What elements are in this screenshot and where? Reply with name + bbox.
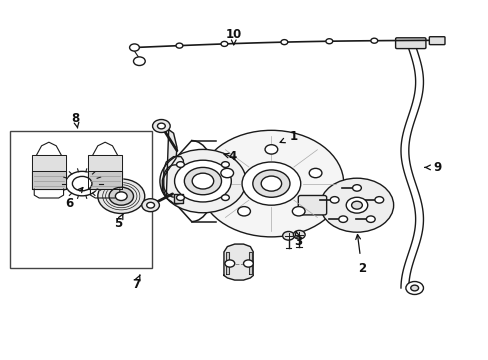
Circle shape [142, 199, 159, 212]
Circle shape [192, 173, 213, 189]
Circle shape [98, 179, 144, 213]
Circle shape [242, 162, 300, 205]
Circle shape [410, 285, 418, 291]
Circle shape [338, 216, 347, 222]
FancyBboxPatch shape [428, 37, 444, 45]
Circle shape [176, 162, 184, 167]
Circle shape [221, 168, 233, 178]
Polygon shape [173, 194, 183, 203]
Circle shape [133, 57, 145, 66]
Circle shape [370, 38, 377, 43]
Circle shape [129, 44, 139, 51]
Circle shape [109, 187, 133, 205]
Circle shape [243, 260, 253, 267]
Polygon shape [224, 244, 253, 280]
Polygon shape [225, 252, 228, 274]
Text: 2: 2 [355, 235, 365, 275]
Text: 9: 9 [424, 161, 441, 174]
Circle shape [65, 171, 99, 196]
Circle shape [176, 43, 183, 48]
Text: 3: 3 [294, 231, 302, 248]
Circle shape [176, 195, 184, 201]
Circle shape [282, 231, 294, 240]
Circle shape [72, 176, 92, 191]
Circle shape [199, 130, 343, 237]
Circle shape [293, 230, 305, 239]
Circle shape [280, 40, 287, 45]
Text: 5: 5 [114, 214, 123, 230]
Polygon shape [162, 130, 177, 198]
Circle shape [329, 197, 338, 203]
Circle shape [221, 195, 229, 201]
Circle shape [346, 197, 367, 213]
Circle shape [261, 176, 281, 191]
Polygon shape [163, 157, 183, 204]
Circle shape [160, 149, 245, 213]
Circle shape [221, 41, 227, 46]
Circle shape [308, 168, 321, 178]
Circle shape [146, 202, 154, 208]
Text: 10: 10 [225, 28, 242, 45]
Circle shape [264, 145, 277, 154]
Polygon shape [88, 155, 122, 189]
Circle shape [115, 192, 127, 201]
Circle shape [184, 167, 221, 195]
Circle shape [320, 178, 393, 232]
FancyBboxPatch shape [298, 195, 326, 215]
Text: 6: 6 [65, 188, 82, 210]
Circle shape [152, 120, 170, 132]
Circle shape [224, 260, 234, 267]
Polygon shape [88, 171, 122, 189]
Text: 1: 1 [280, 130, 297, 143]
Circle shape [221, 162, 229, 167]
Circle shape [366, 216, 374, 222]
Polygon shape [249, 252, 252, 274]
Polygon shape [32, 155, 66, 189]
Circle shape [352, 185, 361, 191]
Text: 4: 4 [224, 150, 236, 163]
Circle shape [237, 207, 250, 216]
FancyBboxPatch shape [395, 38, 425, 49]
Polygon shape [32, 171, 66, 189]
Text: 8: 8 [72, 112, 80, 128]
Circle shape [325, 39, 332, 44]
Circle shape [405, 282, 423, 294]
Circle shape [292, 207, 305, 216]
Circle shape [374, 197, 383, 203]
Circle shape [157, 123, 165, 129]
Circle shape [174, 160, 231, 202]
Text: 7: 7 [132, 275, 140, 291]
Bar [10, 131, 151, 268]
Circle shape [252, 170, 289, 197]
Circle shape [351, 201, 362, 209]
